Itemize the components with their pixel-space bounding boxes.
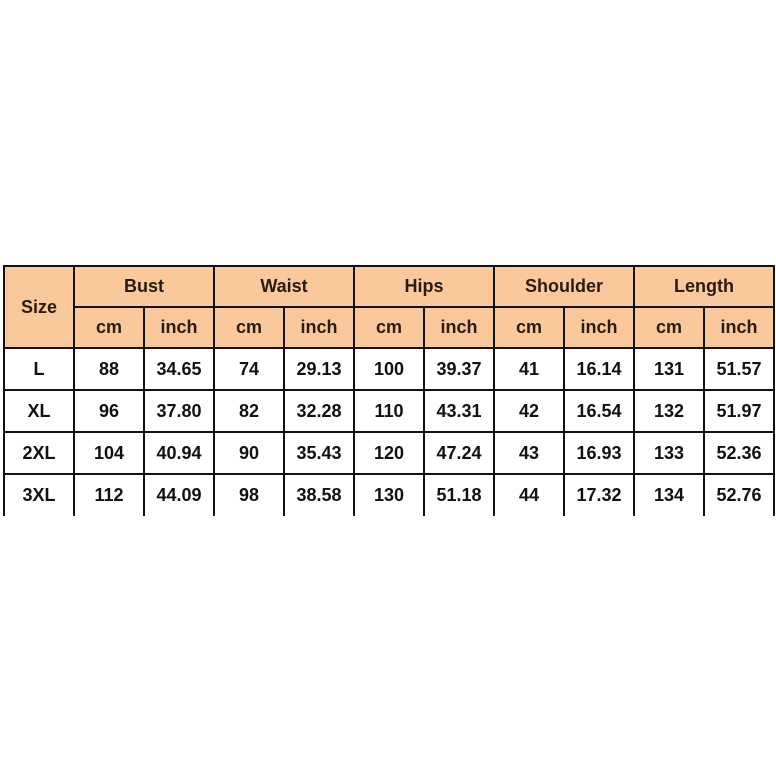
size-cell: 2XL [3,431,75,475]
value-cell: 100 [353,347,425,391]
table-row: 3XL 112 44.09 98 38.58 130 51.18 44 17.32 134 52.7… [3,473,776,516]
size-cell: XL [3,389,75,433]
header-waist: Waist [213,265,355,308]
unit-header-inch: inch [143,306,215,349]
value-cell: 52.76 [703,473,776,516]
value-cell: 52.36 [703,431,776,475]
unit-header-cm: cm [213,306,285,349]
value-cell: 110 [353,389,425,433]
value-cell: 16.54 [563,389,636,433]
value-cell: 35.43 [283,431,355,475]
value-cell: 43 [493,431,566,475]
value-cell: 17.32 [563,473,636,516]
value-cell: 112 [73,473,145,516]
value-cell: 41 [493,347,566,391]
value-cell: 47.24 [422,431,496,475]
unit-header-cm: cm [493,306,566,349]
value-cell: 40.94 [143,431,215,475]
header-size: Size [3,265,75,349]
table-row: XL 96 37.80 82 32.28 110 43.31 42 16.54 132 51.97 [3,389,776,433]
size-chart-table: Size Bust Waist Hips Shoulder Length cm i… [3,265,776,516]
value-cell: 43.31 [422,389,496,433]
value-cell: 44.09 [143,473,215,516]
value-cell: 133 [633,431,706,475]
value-cell: 130 [353,473,425,516]
value-cell: 51.57 [703,347,776,391]
value-cell: 44 [493,473,566,516]
value-cell: 16.93 [563,431,636,475]
value-cell: 98 [213,473,285,516]
header-length: Length [633,265,776,308]
unit-header-inch: inch [422,306,496,349]
unit-header-inch: inch [563,306,636,349]
value-cell: 16.14 [563,347,636,391]
value-cell: 32.28 [283,389,355,433]
value-cell: 104 [73,431,145,475]
value-cell: 34.65 [143,347,215,391]
size-cell: L [3,347,75,391]
value-cell: 74 [213,347,285,391]
table-row: L 88 34.65 74 29.13 100 39.37 41 16.14 131 51.57 [3,347,776,391]
value-cell: 134 [633,473,706,516]
value-cell: 29.13 [283,347,355,391]
unit-header-inch: inch [283,306,355,349]
header-shoulder: Shoulder [493,265,636,308]
unit-header-cm: cm [353,306,425,349]
header-row-units: cm inch cm inch cm inch cm inch cm inch [4,306,776,349]
value-cell: 51.97 [703,389,776,433]
header-hips: Hips [352,265,496,308]
value-cell: 96 [73,389,145,433]
value-cell: 37.80 [143,389,215,433]
unit-header-inch: inch [703,306,776,349]
value-cell: 90 [213,431,285,475]
value-cell: 39.37 [422,347,496,391]
unit-header-cm: cm [633,306,706,349]
value-cell: 131 [633,347,706,391]
value-cell: 42 [493,389,566,433]
unit-header-cm: cm [73,306,145,349]
size-cell: 3XL [3,473,75,516]
value-cell: 82 [213,389,285,433]
value-cell: 120 [353,431,425,475]
header-bust: Bust [73,265,215,308]
value-cell: 51.18 [422,473,496,516]
value-cell: 88 [73,347,145,391]
value-cell: 132 [633,389,706,433]
header-row-groups: Size Bust Waist Hips Shoulder Length [3,265,776,349]
table-row: 2XL 104 40.94 90 35.43 120 47.24 43 16.93 133 52.3… [3,431,776,475]
value-cell: 38.58 [283,473,355,516]
